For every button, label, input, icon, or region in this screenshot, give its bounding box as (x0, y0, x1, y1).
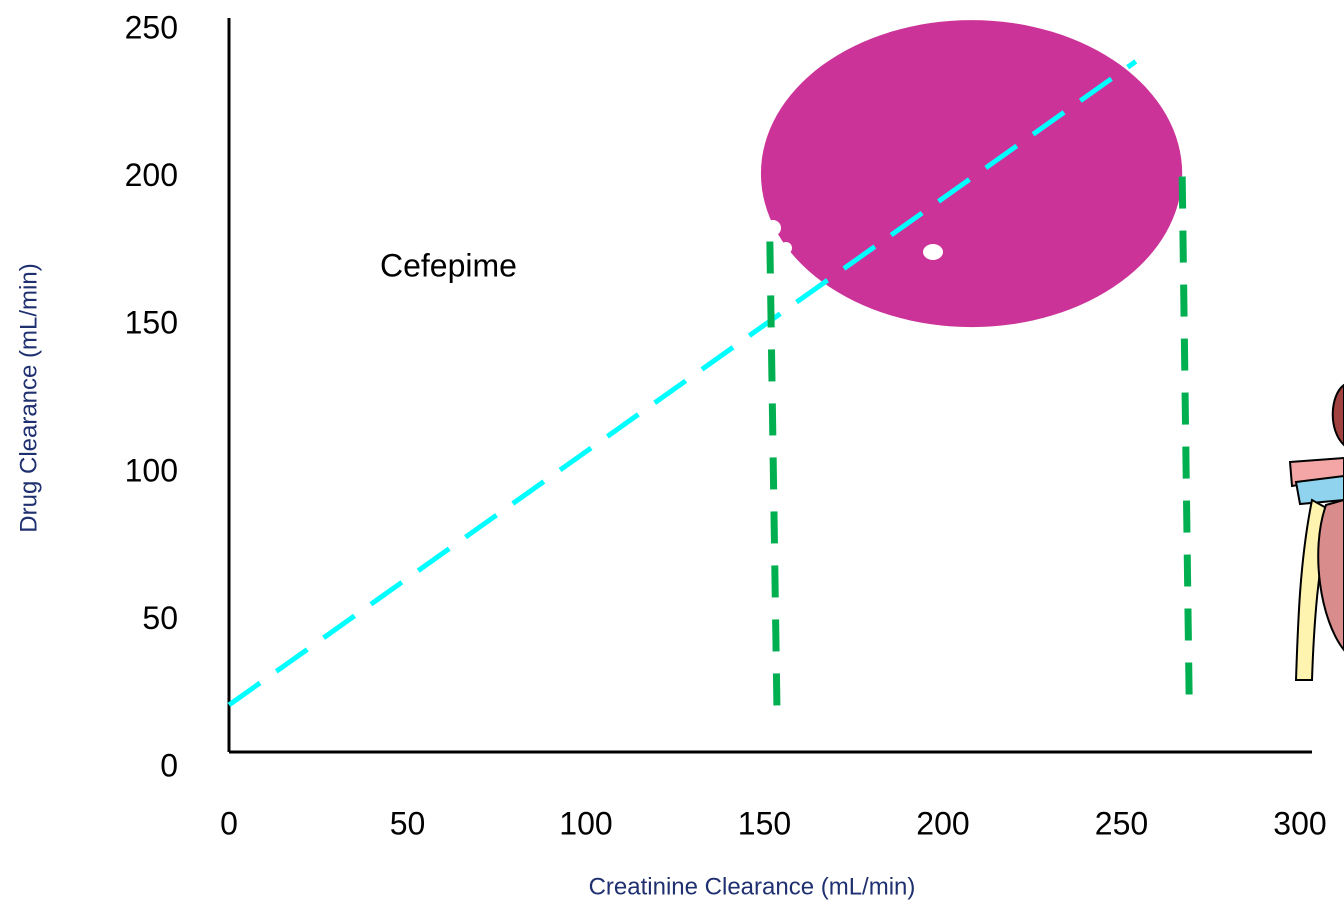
x-tick-label: 250 (1095, 805, 1148, 841)
highlight-dot (780, 242, 792, 254)
y-tick-label: 0 (160, 747, 178, 783)
kidney-clipart (1288, 383, 1344, 681)
annotation: Cefepime (380, 247, 517, 283)
dashed-line (1178, 176, 1193, 711)
x-tick-label: 200 (916, 805, 969, 841)
x-tick-label: 100 (559, 805, 612, 841)
x-tick-label: 50 (390, 805, 426, 841)
y-axis-title: Drug Clearance (mL/min) (15, 263, 42, 532)
x-tick-label: 150 (738, 805, 791, 841)
kidney (1331, 383, 1344, 447)
x-tick-label: 0 (220, 805, 238, 841)
highlight-dot (765, 220, 781, 236)
y-tick-label: 150 (125, 305, 178, 341)
dashed-line (766, 241, 781, 711)
plot-area: 0 50 100 150 200 250 0 50 100 150 200 250 300 Creatin… (15, 9, 1326, 900)
y-tick-label: 100 (125, 452, 178, 488)
kidney-section (1317, 498, 1344, 652)
y-tick-label: 200 (125, 157, 178, 193)
dashed-line (227, 59, 1138, 707)
vein (1294, 474, 1344, 506)
x-tick-label: 300 (1273, 805, 1326, 841)
y-tick-label: 50 (142, 600, 178, 636)
x-axis-title: Creatinine Clearance (mL/min) (589, 873, 916, 900)
y-tick-label: 250 (125, 9, 178, 45)
highlight-dot (923, 244, 943, 260)
